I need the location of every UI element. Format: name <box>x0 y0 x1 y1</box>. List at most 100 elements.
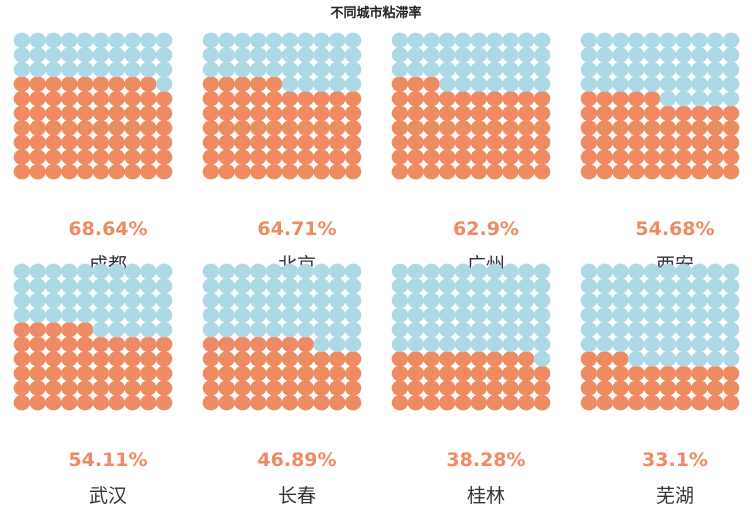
waffle-cell-empty <box>92 307 110 323</box>
waffle-cell-empty <box>439 32 456 48</box>
waffle-cell-filled <box>628 380 645 396</box>
waffle-cell-empty <box>313 61 330 78</box>
waffle-cell-filled <box>140 134 157 151</box>
waffle-cell-filled <box>518 365 535 382</box>
waffle-cell-filled <box>612 105 629 122</box>
waffle-cell-empty <box>643 307 661 323</box>
waffle-cell-empty <box>518 292 535 309</box>
waffle-cell-empty <box>518 76 535 92</box>
waffle-cell-empty <box>391 278 409 294</box>
waffle-cell-empty <box>281 278 299 294</box>
waffle-cell-filled <box>234 395 251 411</box>
waffle-cell-empty <box>628 61 645 78</box>
waffle-cell-filled <box>155 395 173 411</box>
waffle-cell-empty <box>675 76 692 92</box>
waffle-cell-filled <box>580 120 598 136</box>
waffle-cell-filled <box>92 91 110 107</box>
waffle-cell-empty <box>250 47 267 63</box>
waffle-cell-empty <box>612 32 629 48</box>
waffle-grid <box>580 32 740 180</box>
waffle-cell-empty <box>502 76 519 92</box>
waffle-cell-filled <box>313 120 330 136</box>
waffle-cell-empty <box>675 61 692 78</box>
waffle-cell-filled <box>439 365 456 382</box>
waffle-cell-filled <box>281 105 299 122</box>
waffle-cell-empty <box>45 307 62 323</box>
waffle-cell-empty <box>92 322 110 338</box>
waffle-cell-empty <box>218 278 235 294</box>
waffle-cell-filled <box>250 395 267 411</box>
waffle-cell-filled <box>202 365 220 382</box>
waffle-cell-filled <box>722 164 740 180</box>
waffle-cell-empty <box>518 336 535 352</box>
waffle-cell-filled <box>29 351 46 367</box>
waffle-cell-filled <box>29 134 46 151</box>
waffle-cell-empty <box>596 263 613 279</box>
waffle-cell-empty <box>643 322 661 338</box>
waffle-cell-filled <box>675 105 692 122</box>
waffle-cell-empty <box>61 307 78 323</box>
waffle-cell-filled <box>29 105 46 122</box>
waffle-cell-empty <box>297 292 314 309</box>
waffle-cell-empty <box>281 307 299 323</box>
waffle-cell-filled <box>234 134 251 151</box>
waffle-cell-filled <box>580 365 598 382</box>
waffle-cell-filled <box>407 380 424 396</box>
waffle-cell-filled <box>13 91 31 107</box>
waffle-cell-filled <box>13 365 31 382</box>
waffle-cell-filled <box>407 134 424 151</box>
waffle-cell-empty <box>407 47 424 63</box>
waffle-cell-empty <box>313 76 330 92</box>
waffle-cell-empty <box>155 76 173 92</box>
waffle-cell-empty <box>439 336 456 352</box>
waffle-cell-filled <box>612 380 629 396</box>
waffle-cell-empty <box>454 61 472 78</box>
waffle-cell-empty <box>140 263 157 279</box>
waffle-cell-filled <box>643 395 661 411</box>
waffle-panels: 68.64% 成都 64.71% 北京 62.9% 广州 54.68% 西安 54.11% 武汉 4… <box>13 32 740 507</box>
waffle-cell-empty <box>76 32 94 48</box>
waffle-cell-empty <box>596 32 613 48</box>
waffle-cell-filled <box>580 91 598 107</box>
waffle-cell-filled <box>628 164 645 180</box>
waffle-cell-filled <box>707 380 724 396</box>
waffle-cell-empty <box>45 292 62 309</box>
waffle-cell-empty <box>596 307 613 323</box>
waffle-cell-empty <box>344 292 362 309</box>
waffle-cell-empty <box>454 292 472 309</box>
waffle-cell-empty <box>707 278 724 294</box>
waffle-cell-empty <box>659 322 677 338</box>
waffle-cell-empty <box>140 61 157 78</box>
waffle-cell-filled <box>454 91 472 107</box>
waffle-cell-filled <box>218 91 235 107</box>
waffle-cell-filled <box>250 365 267 382</box>
waffle-cell-filled <box>707 365 724 382</box>
waffle-cell-filled <box>533 91 551 107</box>
city-label: 长春 <box>277 485 316 507</box>
waffle-cell-empty <box>533 307 551 323</box>
waffle-cell-filled <box>344 365 362 382</box>
waffle-cell-empty <box>486 61 503 78</box>
waffle-cell-empty <box>612 307 629 323</box>
waffle-cell-filled <box>92 336 110 352</box>
waffle-cell-empty <box>407 278 424 294</box>
waffle-cell-empty <box>533 47 551 63</box>
waffle-cell-filled <box>423 365 440 382</box>
waffle-cell-filled <box>391 351 409 367</box>
waffle-cell-empty <box>486 307 503 323</box>
waffle-cell-empty <box>234 263 251 279</box>
waffle-cell-filled <box>612 164 629 180</box>
waffle-cell-empty <box>454 32 472 48</box>
waffle-cell-filled <box>234 351 251 367</box>
waffle-cell-filled <box>108 164 125 180</box>
waffle-cell-empty <box>29 292 46 309</box>
waffle-cell-filled <box>659 380 677 396</box>
waffle-cell-filled <box>45 76 62 92</box>
waffle-cell-filled <box>140 336 157 352</box>
waffle-cell-filled <box>140 91 157 107</box>
waffle-cell-empty <box>281 61 299 78</box>
waffle-cell-filled <box>518 395 535 411</box>
waffle-cell-filled <box>140 380 157 396</box>
waffle-cell-empty <box>659 278 677 294</box>
waffle-cell-empty <box>202 322 220 338</box>
